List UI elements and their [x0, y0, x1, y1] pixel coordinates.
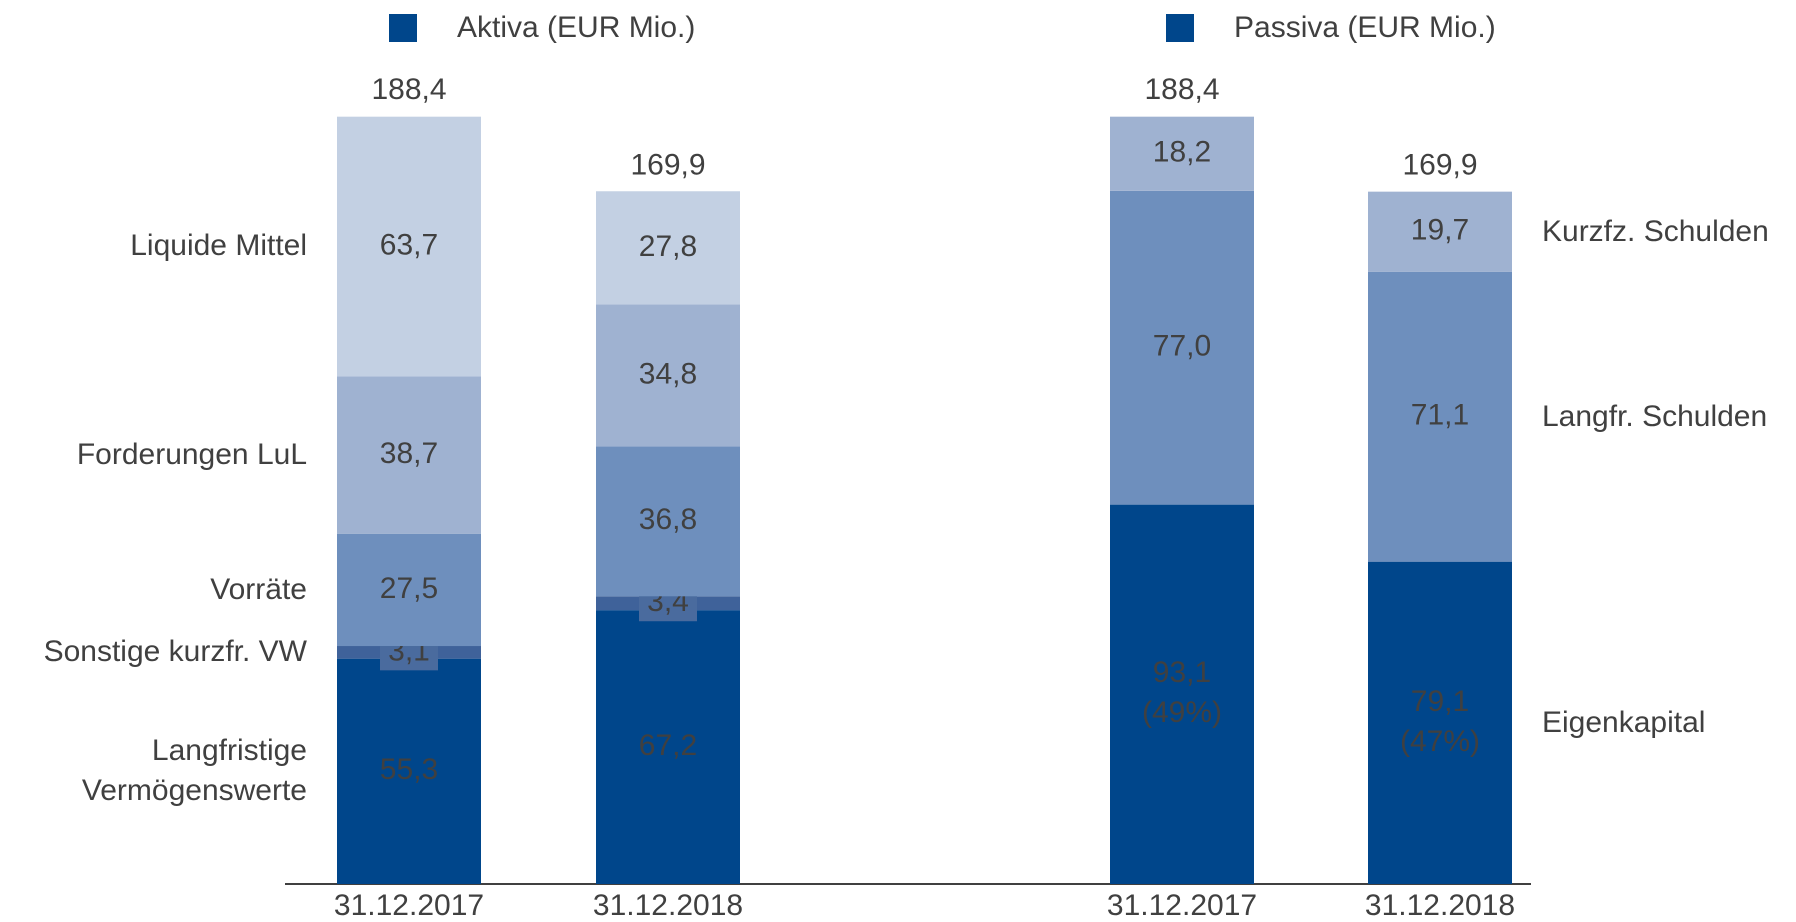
- bar-segment: [596, 304, 740, 447]
- series-label: Vorräte: [210, 572, 307, 606]
- series-label: Langfristige Vermögenswerte: [81, 734, 307, 808]
- total-label: 188,4: [371, 73, 446, 106]
- bar-segment: [337, 658, 481, 884]
- total-label: 169,9: [630, 149, 705, 182]
- value-label: 27,5: [380, 572, 438, 605]
- bar-segment: [1368, 271, 1512, 562]
- legend-swatch: [1166, 14, 1194, 42]
- share-label: (47%): [1400, 725, 1480, 758]
- bar-segment: [1110, 116, 1254, 191]
- bar-segment: [337, 533, 481, 647]
- total-label: 169,9: [1402, 149, 1477, 182]
- value-label: 55,3: [380, 753, 438, 786]
- bar-segment: [596, 446, 740, 597]
- series-label: Langfr. Schulden: [1542, 399, 1768, 433]
- value-label: 77,0: [1153, 330, 1211, 363]
- legend-label: Passiva (EUR Mio.): [1234, 11, 1496, 44]
- legend-swatch: [389, 14, 417, 42]
- total-label: 188,4: [1144, 73, 1219, 106]
- bar-segment: [1110, 504, 1254, 884]
- bar-segment: [1110, 190, 1254, 505]
- value-label: 93,1: [1153, 656, 1211, 689]
- value-label: 34,8: [639, 357, 697, 390]
- series-label: Liquide Mittel: [130, 229, 307, 263]
- x-tick-label: 31.12.2018: [1365, 889, 1515, 922]
- series-label: Forderungen LuL: [76, 438, 307, 472]
- bar-segment: [596, 191, 740, 305]
- bar-segment: [337, 116, 481, 377]
- value-label: 79,1: [1411, 685, 1469, 718]
- series-label: Kurzfz. Schulden: [1542, 214, 1769, 248]
- series-label: Eigenkapital: [1542, 705, 1706, 739]
- value-label: 71,1: [1411, 399, 1469, 432]
- value-label: 38,7: [380, 437, 438, 470]
- value-label: 36,8: [639, 503, 697, 536]
- series-label: Sonstige kurzfr. VW: [43, 635, 307, 669]
- x-tick-label: 31.12.2017: [1107, 889, 1257, 922]
- value-label: 27,8: [639, 230, 697, 263]
- bar-segment: [1368, 561, 1512, 884]
- bar-segment: [1368, 191, 1512, 272]
- legend-label: Aktiva (EUR Mio.): [457, 11, 695, 44]
- value-label: 18,2: [1153, 136, 1211, 169]
- bar-segment: [596, 610, 740, 884]
- value-label: 67,2: [639, 729, 697, 762]
- value-label: 63,7: [380, 228, 438, 261]
- bar-segment: [337, 376, 481, 534]
- x-tick-label: 31.12.2018: [593, 889, 743, 922]
- x-tick-label: 31.12.2017: [334, 889, 484, 922]
- value-label: 19,7: [1411, 214, 1469, 247]
- share-label: (49%): [1142, 696, 1222, 729]
